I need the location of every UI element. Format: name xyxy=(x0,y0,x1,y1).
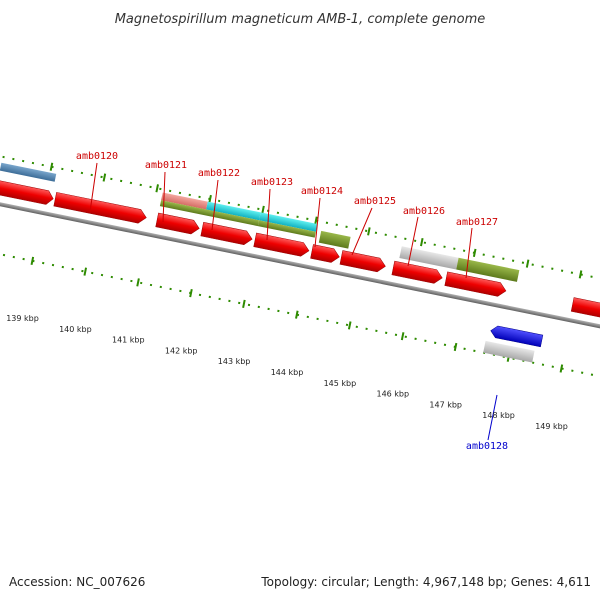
forward-tick-mark xyxy=(102,173,107,182)
gene-label-amb0121[interactable]: amb0121 xyxy=(145,160,187,171)
feature-bar-cyan-1 xyxy=(206,201,261,221)
feature-bar-salmon xyxy=(161,192,208,210)
forward-tick-mark xyxy=(314,216,318,225)
leader-amb0128 xyxy=(487,394,498,441)
gene-arrow-9 xyxy=(444,271,507,297)
leader-amb0120 xyxy=(89,162,98,213)
gene-label-amb0124[interactable]: amb0124 xyxy=(301,186,343,197)
tick-label: 144 kbp xyxy=(271,368,304,377)
feature-bar-steel xyxy=(0,162,57,182)
gene-label-amb0126[interactable]: amb0126 xyxy=(403,206,445,217)
feature-bar-gray-2 xyxy=(483,340,535,363)
gene-arrow-1 xyxy=(0,180,54,205)
tick-label: 143 kbp xyxy=(218,357,251,366)
gene-label-amb0120[interactable]: amb0120 xyxy=(76,151,118,162)
chart-title: Magnetospirillum magneticum AMB-1, compl… xyxy=(115,12,486,27)
leader-amb0122 xyxy=(211,179,219,231)
scale-tick-mark xyxy=(347,321,352,330)
gene-arrow-7 xyxy=(339,250,386,273)
gene-label-amb0122[interactable]: amb0122 xyxy=(198,168,240,179)
scale-tick-mark xyxy=(559,364,564,373)
feature-bar-green-1 xyxy=(159,200,260,227)
leader-amb0127 xyxy=(465,227,473,279)
gene-label-amb0123[interactable]: amb0123 xyxy=(251,177,293,188)
leader-amb0123 xyxy=(266,188,271,241)
tick-label: 146 kbp xyxy=(376,390,409,399)
tick-label: 145 kbp xyxy=(324,379,357,388)
forward-tick-mark xyxy=(208,194,212,204)
tick-label: 147 kbp xyxy=(429,400,462,409)
gene-label-amb0128[interactable]: amb0128 xyxy=(466,441,508,452)
feature-bar-green-4 xyxy=(456,257,520,282)
gene-arrow-10 xyxy=(570,297,600,326)
forward-tick-mark xyxy=(578,270,583,279)
gene-label-amb0127[interactable]: amb0127 xyxy=(456,217,498,228)
forward-tick-mark xyxy=(155,184,159,193)
gene-arrow-reverse-amb0128 xyxy=(490,325,544,348)
forward-tick-mark xyxy=(261,205,265,214)
leader-amb0125 xyxy=(351,207,373,256)
scale-tick-mark xyxy=(453,342,458,352)
scale-tick-mark xyxy=(83,267,88,276)
genome-backbone xyxy=(0,198,600,339)
scale-tick-mark xyxy=(400,332,405,341)
scale-tick-labels: 139 kbp 140 kbp 141 kbp 142 kbp 143 kbp 144 k… xyxy=(6,314,568,431)
forward-tick-mark xyxy=(367,227,371,236)
map-track xyxy=(0,155,600,384)
topology-label: Topology: circular; Length: 4,967,148 bp… xyxy=(260,575,591,589)
leader-amb0126 xyxy=(407,216,419,267)
forward-tick-mark xyxy=(420,237,424,247)
gene-arrow-2 xyxy=(53,192,147,224)
scale-tick-mark xyxy=(189,289,193,298)
feature-bar-cyan-2 xyxy=(259,212,318,232)
accession-label: Accession: NC_007626 xyxy=(9,575,145,589)
gene-arrow-3 xyxy=(155,212,200,235)
gene-labels: amb0120 amb0121 amb0122 amb0123 amb0124 … xyxy=(76,151,508,452)
gene-label-leaders xyxy=(89,162,498,441)
gene-arrow-4 xyxy=(200,221,253,245)
forward-guide-line xyxy=(2,155,600,290)
tick-label: 148 kbp xyxy=(482,411,515,420)
leader-amb0121 xyxy=(162,171,166,223)
tick-label: 149 kbp xyxy=(535,422,568,431)
forward-tick-mark xyxy=(49,162,54,171)
leader-amb0124 xyxy=(314,197,321,248)
forward-major-ticks xyxy=(49,162,583,279)
scale-tick-mark xyxy=(136,278,140,287)
feature-bar-green-2 xyxy=(257,220,316,238)
tick-label: 142 kbp xyxy=(165,346,198,355)
forward-tick-mark xyxy=(525,259,530,268)
gene-arrow-6 xyxy=(310,244,340,263)
scale-tick-mark xyxy=(242,299,246,309)
tick-label: 141 kbp xyxy=(112,336,145,345)
scale-tick-mark xyxy=(30,256,35,265)
feature-bar-gray-1 xyxy=(399,246,459,270)
gene-label-amb0125[interactable]: amb0125 xyxy=(354,196,396,207)
gene-arrow-5 xyxy=(253,232,310,257)
gene-arrow-8 xyxy=(391,260,443,284)
tick-label: 140 kbp xyxy=(59,325,92,334)
scale-tick-mark xyxy=(295,310,299,319)
scale-major-ticks xyxy=(30,256,564,373)
tick-label: 139 kbp xyxy=(6,314,39,323)
feature-bar-green-3 xyxy=(318,230,351,249)
forward-tick-mark xyxy=(472,248,477,258)
